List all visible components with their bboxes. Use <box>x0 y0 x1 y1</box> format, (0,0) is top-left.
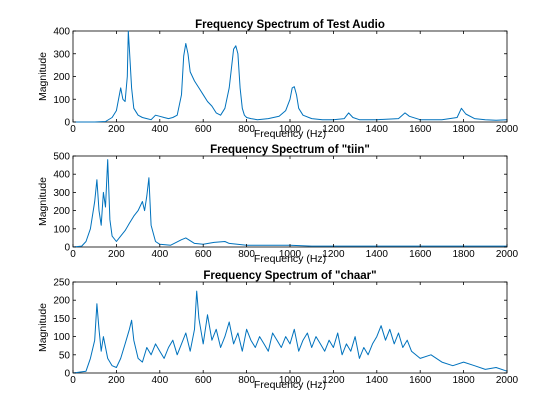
x-tick-label: 1600 <box>409 249 432 260</box>
x-tick-label: 1600 <box>409 124 432 135</box>
y-tick-label: 50 <box>59 350 71 361</box>
x-tick-label: 1200 <box>322 124 345 135</box>
x-tick-label: 400 <box>151 249 168 260</box>
x-tick-label: 2000 <box>496 249 519 260</box>
x-tick-label: 1400 <box>366 249 389 260</box>
x-tick-label: 2000 <box>496 124 519 135</box>
x-tick-label: 800 <box>238 249 255 260</box>
y-tick-label: 250 <box>53 278 70 289</box>
x-tick-label: 800 <box>238 375 255 386</box>
y-axis-label: Magnitude <box>37 52 49 101</box>
subplot-title: Frequency Spectrum of "chaar" <box>203 270 376 282</box>
x-tick-label: 1200 <box>322 249 345 260</box>
y-tick-label: 300 <box>53 188 70 199</box>
y-tick-label: 400 <box>53 27 70 38</box>
x-tick-label: 200 <box>108 375 125 386</box>
x-tick-label: 0 <box>70 249 76 260</box>
x-tick-label: 600 <box>195 249 212 260</box>
x-tick-label: 600 <box>195 375 212 386</box>
y-tick-label: 0 <box>64 369 70 380</box>
subplot-title: Frequency Spectrum of "tiin" <box>210 144 370 156</box>
y-tick-label: 100 <box>53 224 70 235</box>
x-tick-label: 800 <box>238 124 255 135</box>
y-tick-label: 100 <box>53 332 70 343</box>
y-tick-label: 300 <box>53 49 70 60</box>
x-axis-label: Frequency (Hz) <box>254 379 326 391</box>
y-tick-label: 150 <box>53 314 70 325</box>
plot-frame <box>72 281 508 374</box>
y-axis-label: Magnitude <box>37 177 49 226</box>
plot-frame <box>72 30 508 123</box>
y-tick-label: 0 <box>64 243 70 254</box>
x-tick-label: 1600 <box>409 375 432 386</box>
x-axis-label: Frequency (Hz) <box>254 128 326 140</box>
x-axis-label: Frequency (Hz) <box>254 253 326 265</box>
y-tick-label: 200 <box>53 296 70 307</box>
x-tick-label: 400 <box>151 375 168 386</box>
x-tick-label: 1000 <box>279 375 302 386</box>
x-tick-label: 1200 <box>322 375 345 386</box>
subplot-tiin: Frequency Spectrum of "tiin" Frequency (… <box>37 144 519 265</box>
y-tick-label: 500 <box>53 152 70 163</box>
subplot-title: Frequency Spectrum of Test Audio <box>195 19 385 31</box>
x-tick-label: 200 <box>108 124 125 135</box>
x-tick-label: 1800 <box>452 249 475 260</box>
subplot-test-audio: Frequency Spectrum of Test Audio Frequen… <box>37 19 519 140</box>
y-tick-label: 200 <box>53 72 70 83</box>
series-line <box>72 159 507 248</box>
x-tick-label: 0 <box>70 375 76 386</box>
y-tick-label: 400 <box>53 170 70 181</box>
series-line <box>73 30 508 123</box>
y-axis-label: Magnitude <box>37 303 49 352</box>
x-tick-label: 1400 <box>366 124 389 135</box>
x-tick-label: 1800 <box>452 375 475 386</box>
x-tick-label: 1000 <box>279 124 302 135</box>
x-tick-label: 2000 <box>496 375 519 386</box>
y-tick-label: 200 <box>53 206 70 217</box>
y-tick-label: 100 <box>53 95 70 106</box>
y-tick-label: 0 <box>64 118 70 129</box>
x-tick-label: 1000 <box>279 249 302 260</box>
x-tick-label: 400 <box>151 124 168 135</box>
x-tick-label: 1400 <box>366 375 389 386</box>
series-line <box>72 290 508 374</box>
x-tick-label: 0 <box>70 124 76 135</box>
x-tick-label: 600 <box>195 124 212 135</box>
x-tick-label: 1800 <box>452 124 475 135</box>
subplot-chaar: Frequency Spectrum of "chaar" Frequency … <box>37 270 519 391</box>
x-tick-label: 200 <box>108 249 125 260</box>
plot-frame <box>72 155 508 248</box>
